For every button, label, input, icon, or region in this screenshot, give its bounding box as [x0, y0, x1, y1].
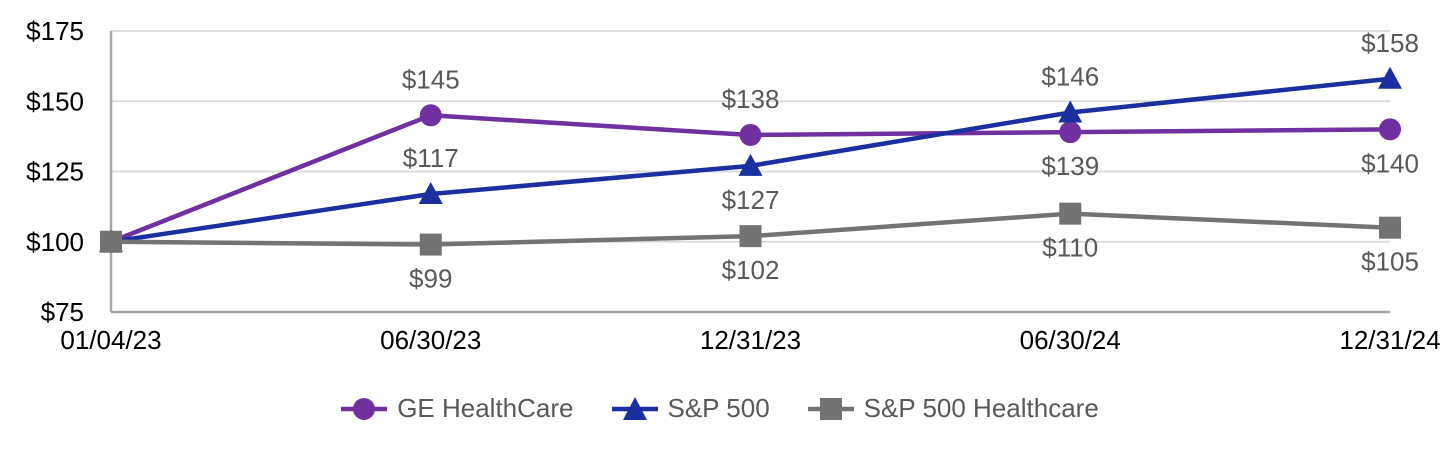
square-marker-icon — [807, 396, 854, 422]
svg-text:$110: $110 — [1042, 233, 1098, 263]
svg-text:01/04/23: 01/04/23 — [60, 325, 161, 355]
chart-legend: GE HealthCare S&P 500 S&P 500 Healthcare — [0, 393, 1440, 424]
svg-text:06/30/23: 06/30/23 — [380, 325, 481, 355]
svg-text:$75: $75 — [41, 297, 84, 327]
svg-text:$102: $102 — [722, 255, 780, 285]
svg-text:06/30/24: 06/30/24 — [1020, 325, 1121, 355]
svg-text:$158: $158 — [1361, 28, 1419, 58]
svg-text:$146: $146 — [1041, 61, 1099, 91]
svg-text:$138: $138 — [722, 84, 780, 114]
circle-marker-icon — [341, 396, 388, 422]
svg-text:$105: $105 — [1361, 247, 1419, 277]
svg-text:$99: $99 — [409, 264, 452, 294]
legend-label-ge-healthcare: GE HealthCare — [397, 393, 574, 423]
legend-item-sp500: S&P 500 — [611, 393, 770, 424]
svg-text:$150: $150 — [26, 86, 84, 116]
svg-text:12/31/24: 12/31/24 — [1339, 325, 1440, 355]
svg-text:12/31/23: 12/31/23 — [700, 325, 801, 355]
svg-text:$100: $100 — [26, 227, 84, 257]
svg-text:$127: $127 — [722, 185, 780, 215]
svg-text:$139: $139 — [1041, 151, 1099, 181]
legend-label-sp500-healthcare: S&P 500 Healthcare — [863, 393, 1099, 423]
svg-text:$140: $140 — [1361, 148, 1419, 178]
svg-text:$117: $117 — [403, 143, 459, 173]
legend-item-ge-healthcare: GE HealthCare — [341, 393, 574, 424]
triangle-marker-icon — [611, 396, 658, 422]
svg-text:$175: $175 — [26, 16, 84, 46]
svg-text:$125: $125 — [26, 157, 84, 187]
legend-item-sp500-healthcare: S&P 500 Healthcare — [807, 393, 1099, 424]
legend-label-sp500: S&P 500 — [667, 393, 770, 423]
svg-text:$145: $145 — [402, 64, 460, 94]
